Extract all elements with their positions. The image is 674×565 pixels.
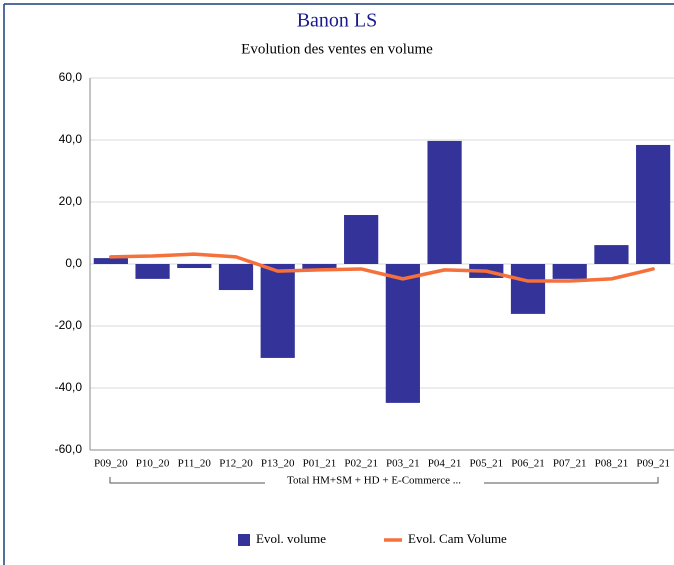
- y-tick-label: 40,0: [59, 132, 83, 146]
- y-tick-label: -20,0: [55, 318, 83, 332]
- chart-title: Banon LS: [297, 10, 378, 32]
- x-tick-label: P05_21: [469, 458, 503, 470]
- x-tick-label: P02_21: [344, 458, 378, 470]
- bar: [218, 264, 254, 291]
- group-label: Total HM+SM + HD + E-Commerce ...: [287, 475, 461, 487]
- chart-subtitle: Evolution des ventes en volume: [241, 41, 433, 57]
- bar: [302, 264, 337, 269]
- y-tick-label: -40,0: [55, 380, 83, 394]
- bar: [636, 144, 671, 264]
- bar: [93, 258, 128, 264]
- bar: [260, 264, 295, 358]
- y-tick-label: -60,0: [55, 442, 83, 456]
- x-tick-label: P01_21: [303, 458, 337, 470]
- bar: [510, 264, 546, 314]
- bar: [427, 140, 462, 264]
- x-tick-label: P08_21: [595, 458, 629, 470]
- bar: [135, 264, 170, 279]
- x-tick-label: P06_21: [511, 458, 545, 470]
- x-tick-label: P11_20: [178, 458, 212, 470]
- legend-label: Evol. Cam Volume: [408, 531, 507, 546]
- x-tick-label: P07_21: [553, 458, 587, 470]
- bar: [594, 245, 629, 264]
- x-tick-label: P03_21: [386, 458, 420, 470]
- x-tick-label: P10_20: [136, 458, 170, 470]
- x-tick-label: P13_20: [261, 458, 295, 470]
- x-tick-label: P09_21: [636, 458, 670, 470]
- x-tick-label: P04_21: [428, 458, 462, 470]
- bar: [385, 264, 420, 403]
- y-tick-label: 0,0: [65, 256, 82, 270]
- bar: [552, 264, 587, 279]
- line: [109, 252, 655, 283]
- x-tick-label: P12_20: [219, 458, 253, 470]
- y-tick-label: 60,0: [59, 70, 83, 84]
- y-tick-label: 20,0: [59, 194, 83, 208]
- x-tick-label: P09_20: [94, 458, 128, 470]
- group-bracket: [109, 477, 659, 484]
- bar: [344, 215, 379, 264]
- bar: [177, 264, 212, 269]
- legend-swatch: [238, 534, 250, 546]
- legend-label: Evol. volume: [256, 531, 326, 546]
